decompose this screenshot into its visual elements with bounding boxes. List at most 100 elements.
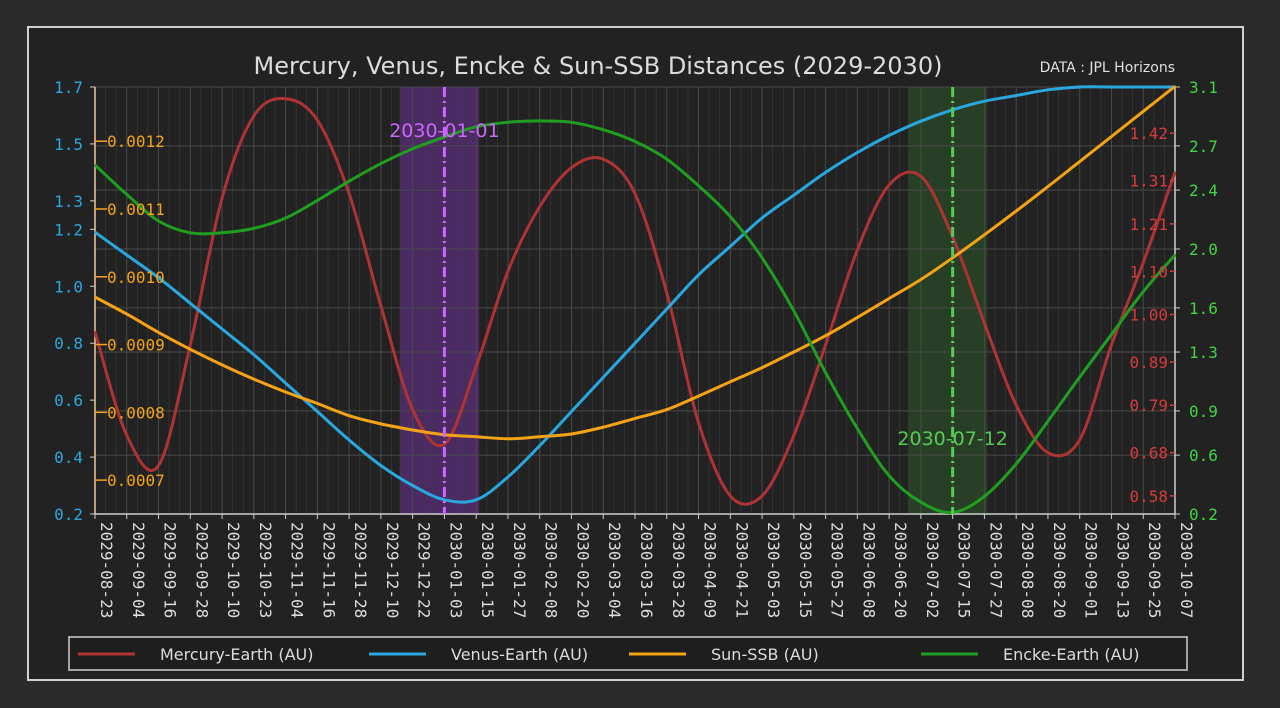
- data-point: [157, 331, 160, 334]
- data-point: [411, 484, 414, 487]
- x-tick-label: 2030-05-27: [828, 522, 847, 618]
- data-point: [1110, 135, 1113, 138]
- x-tick-label: 2030-05-03: [764, 522, 783, 618]
- legend-label-4: Encke-Earth (AU): [1003, 645, 1140, 664]
- data-point: [983, 100, 986, 103]
- data-point: [411, 408, 414, 411]
- data-point: [221, 231, 223, 234]
- left-tick-label: 0.4: [54, 448, 83, 467]
- left-tick-label: 1.0: [54, 277, 83, 296]
- data-point: [856, 151, 859, 154]
- x-tick-label: 2030-08-08: [1018, 522, 1037, 618]
- inner-right-tick-label: 0.58: [1129, 487, 1168, 506]
- annotation-band-1: [399, 87, 480, 514]
- data-point: [284, 217, 287, 219]
- data-point: [94, 331, 96, 333]
- data-point: [570, 166, 573, 169]
- data-point: [983, 495, 986, 498]
- data-point: [920, 278, 922, 281]
- inner-right-tick-label: 0.79: [1129, 396, 1168, 415]
- data-point: [411, 429, 414, 431]
- data-point: [983, 322, 986, 324]
- data-point: [602, 128, 605, 131]
- x-tick-label: 2030-04-09: [701, 522, 720, 618]
- data-point: [665, 158, 668, 160]
- data-point: [1142, 290, 1145, 293]
- data-point: [1142, 261, 1145, 264]
- data-point: [253, 353, 255, 356]
- inner-left-tick-label: 0.0011: [107, 200, 165, 219]
- left-tick-label: 0.2: [54, 505, 83, 524]
- data-point: [920, 175, 922, 178]
- data-point: [793, 351, 795, 353]
- x-tick-label: 2030-05-15: [796, 522, 815, 618]
- data-point: [1078, 86, 1081, 88]
- data-point: [1015, 463, 1017, 465]
- inner-right-tick-label: 1.00: [1129, 306, 1168, 325]
- x-tick-label: 2030-01-03: [446, 522, 465, 618]
- x-tick-label: 2030-06-08: [859, 522, 878, 618]
- data-point: [94, 296, 96, 298]
- right-tick-label: 0.6: [1189, 446, 1218, 465]
- data-point: [253, 227, 255, 230]
- data-point: [634, 417, 636, 420]
- left-tick-label: 0.8: [54, 334, 83, 353]
- annotation-label-2: 2030-07-12: [897, 428, 1007, 450]
- data-point: [824, 343, 827, 346]
- data-point: [316, 119, 319, 122]
- data-point: [189, 302, 192, 305]
- x-tick-label: 2030-07-15: [955, 522, 974, 618]
- data-point: [284, 382, 287, 384]
- x-tick-label: 2030-03-04: [605, 522, 624, 618]
- data-point: [507, 270, 509, 273]
- data-point: [253, 378, 255, 380]
- data-point: [1110, 86, 1113, 88]
- x-tick-label: 2030-04-21: [732, 522, 751, 618]
- data-point: [380, 305, 382, 307]
- data-point: [443, 498, 446, 501]
- data-point: [507, 437, 509, 440]
- x-tick-label: 2030-09-25: [1145, 522, 1164, 618]
- data-point: [284, 391, 287, 393]
- inner-right-tick-label: 1.31: [1129, 172, 1168, 191]
- right-tick-label: 1.6: [1189, 299, 1218, 318]
- data-point: [125, 193, 128, 196]
- inner-left-tick-label: 0.0007: [107, 471, 165, 490]
- x-tick-label: 2029-08-23: [97, 522, 116, 618]
- data-point: [380, 162, 382, 165]
- data-point: [856, 427, 859, 430]
- data-point: [602, 376, 605, 379]
- inner-left-tick-label: 0.0008: [107, 403, 165, 422]
- data-point: [888, 297, 890, 300]
- data-point: [570, 410, 573, 413]
- inner-left-tick-label: 0.0010: [107, 268, 165, 287]
- data-point: [411, 148, 414, 150]
- data-point: [951, 257, 954, 259]
- data-point: [697, 421, 700, 424]
- data-point: [1015, 94, 1017, 97]
- left-tick-label: 1.2: [54, 220, 83, 239]
- data-point: [1047, 185, 1049, 188]
- data-point: [856, 316, 859, 319]
- chart-title: Mercury, Venus, Encke & Sun-SSB Distance…: [254, 52, 943, 80]
- inner-right-tick-label: 1.10: [1129, 262, 1168, 281]
- data-point: [475, 125, 477, 128]
- data-point: [189, 348, 192, 351]
- x-tick-label: 2030-03-16: [637, 522, 656, 618]
- x-tick-label: 2029-10-10: [224, 522, 243, 618]
- data-point: [729, 215, 732, 218]
- data-point: [793, 194, 795, 196]
- data-point: [475, 498, 477, 501]
- data-point: [1078, 376, 1081, 378]
- x-tick-label: 2029-12-10: [383, 522, 402, 618]
- data-point: [1015, 210, 1017, 212]
- data-point: [697, 274, 700, 276]
- data-point: [348, 180, 350, 183]
- data-point: [94, 231, 96, 233]
- data-point: [602, 426, 605, 429]
- data-point: [729, 245, 732, 248]
- data-point: [570, 433, 573, 435]
- x-tick-label: 2029-10-23: [256, 522, 275, 618]
- data-point: [348, 414, 350, 417]
